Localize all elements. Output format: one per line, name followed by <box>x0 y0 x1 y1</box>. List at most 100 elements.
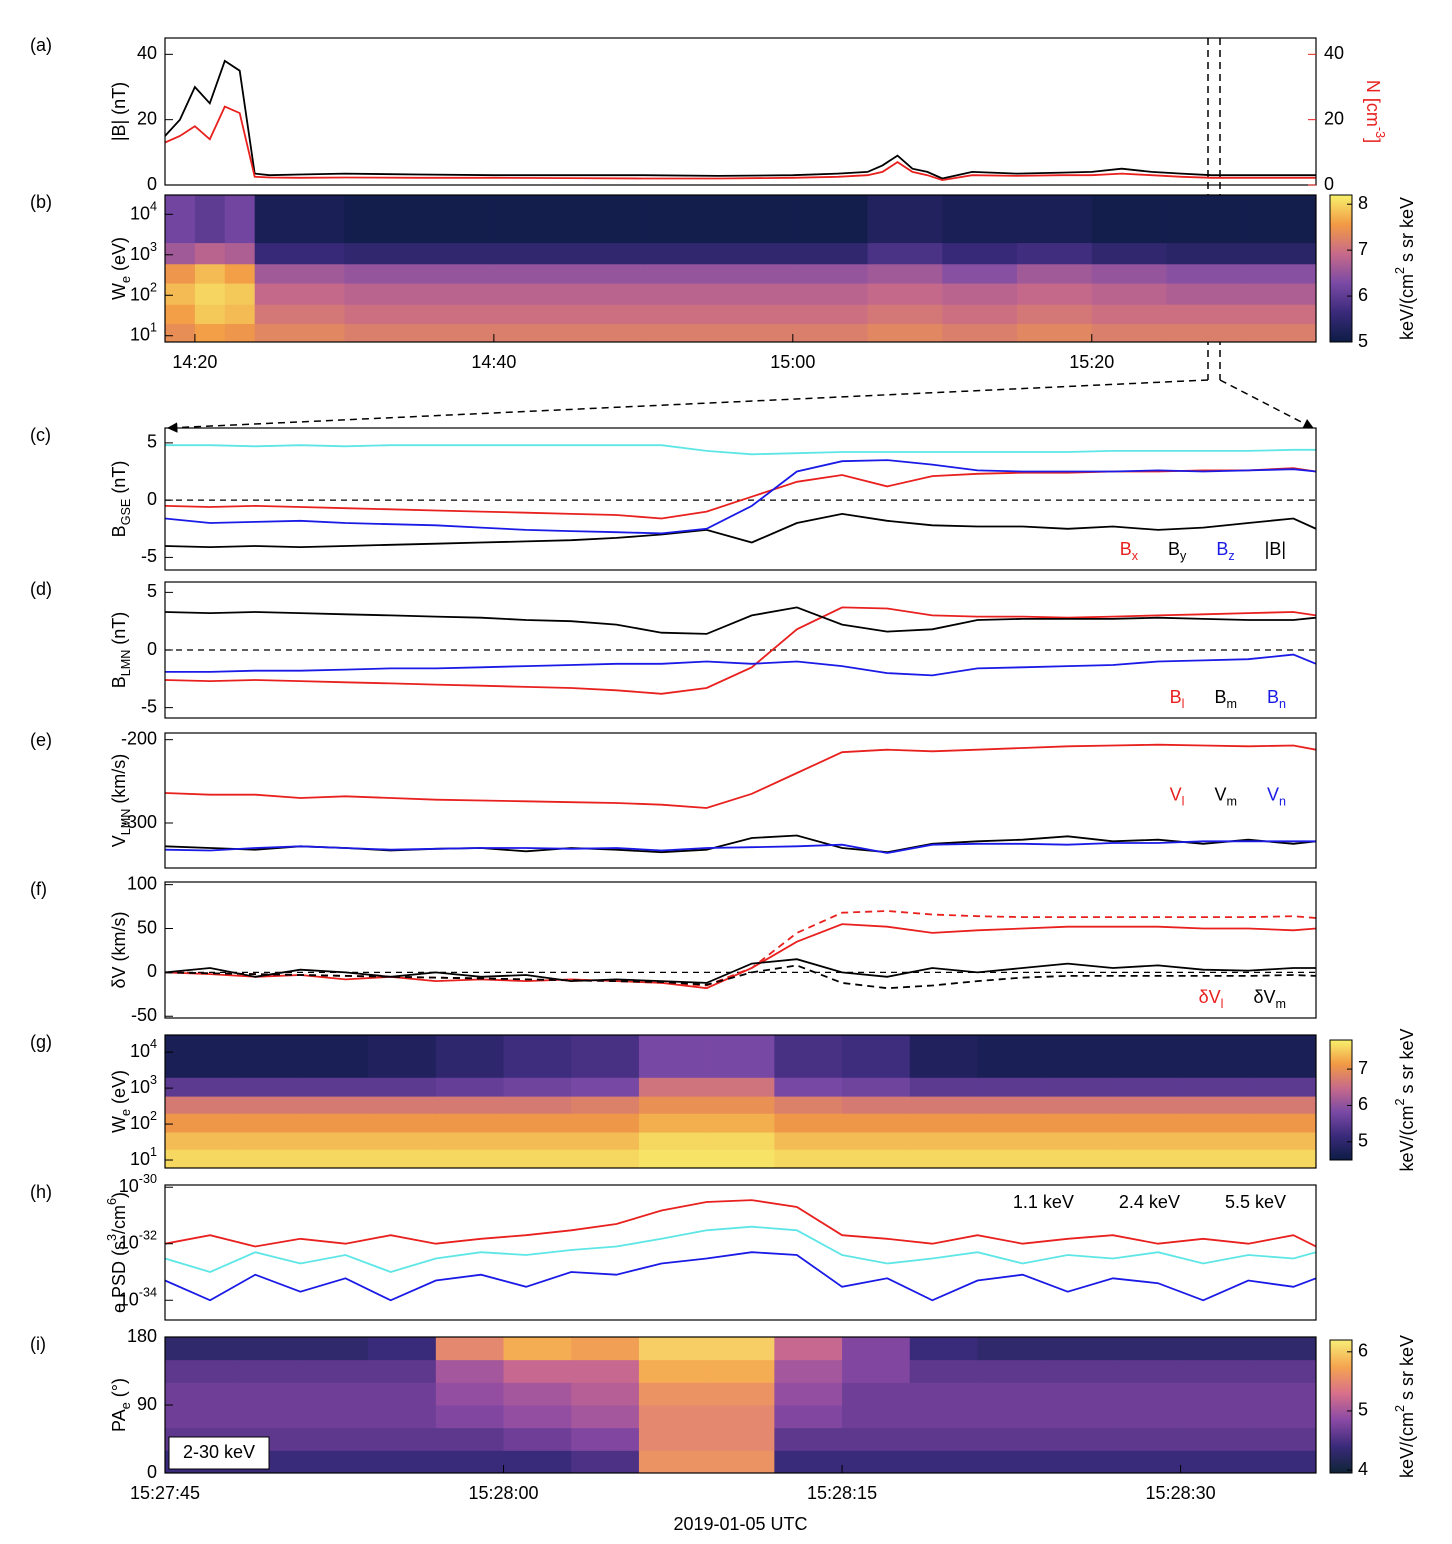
colorbar-tick-label: 5 <box>1358 331 1368 351</box>
heatmap-cell <box>224 323 256 342</box>
heatmap-cell <box>254 304 345 325</box>
heatmap-cell <box>368 1035 437 1078</box>
heatmap-cell <box>224 263 256 284</box>
legend-entry-part: m <box>1276 997 1287 1011</box>
series-line <box>165 606 1316 695</box>
y-tick-label-part: 3 <box>150 1073 157 1087</box>
panel-label: (f) <box>30 879 47 899</box>
legend-entry: By <box>1168 539 1187 564</box>
heatmap-cell <box>300 1149 369 1168</box>
y-tick-label: 104 <box>130 200 157 223</box>
heatmap-cell <box>165 1382 234 1406</box>
heatmap-cell <box>909 1149 978 1168</box>
heatmap-cell <box>706 1149 775 1168</box>
y-tick-label-part: 1 <box>150 321 157 335</box>
heatmap-cell <box>1112 1359 1182 1383</box>
heatmap-cell <box>1248 1450 1316 1473</box>
heatmap-cell <box>909 1427 978 1451</box>
heatmap-cell <box>1241 283 1316 305</box>
y-tick-label-part: -30 <box>139 1173 157 1187</box>
y-tick-label: 5 <box>147 432 157 452</box>
heatmap-cell <box>1112 1337 1182 1361</box>
heatmap-cell <box>792 283 869 305</box>
heatmap-cell <box>300 1132 369 1150</box>
y-tick-label: 102 <box>130 1109 157 1132</box>
heatmap-cell <box>706 1382 775 1406</box>
y-tick-label: 20 <box>137 108 157 128</box>
legend-entry: Bn <box>1267 687 1286 712</box>
colorbar-tick-label: 6 <box>1358 285 1368 305</box>
y-tick-label-part: 10 <box>130 1113 150 1133</box>
series-line <box>165 512 1316 549</box>
heatmap-cell <box>643 195 794 244</box>
heatmap-cell <box>1180 1405 1249 1429</box>
legend-entry: Bm <box>1214 687 1237 712</box>
heatmap-cell <box>1241 242 1316 265</box>
axes-frame <box>164 732 1317 869</box>
series-line <box>165 459 1316 535</box>
heatmap-cell <box>1248 1113 1316 1133</box>
y-axis-label-part: (nT) <box>109 461 129 499</box>
heatmap-cell <box>344 323 495 342</box>
heatmap-cell <box>1045 1405 1114 1429</box>
y-tick-label-part: 4 <box>150 200 157 214</box>
heatmap-cell <box>638 1132 708 1150</box>
heatmap-cell <box>842 1149 911 1168</box>
heatmap-cell <box>1091 195 1168 244</box>
y-axis-label-part: 6 <box>105 1198 119 1205</box>
heatmap-cell <box>493 323 644 342</box>
heatmap-cell <box>1180 1450 1249 1473</box>
colorbar-tick-label: 6 <box>1358 1341 1368 1361</box>
plot-area <box>165 606 1316 695</box>
legend-entry-part: V <box>1170 784 1182 804</box>
y-tick-label: 103 <box>130 240 157 263</box>
y-axis-label: PAe (°) <box>109 1378 134 1432</box>
y-tick-label-part: 10 <box>130 284 150 304</box>
series-line <box>165 1199 1316 1248</box>
y-axis-label: δV (km/s) <box>109 911 129 988</box>
panel-label: (e) <box>30 730 52 750</box>
heatmap-cell <box>1112 1405 1182 1429</box>
colorbar-label-part: 2 <box>1393 1405 1407 1412</box>
heatmap-cell <box>792 304 869 325</box>
heatmap-cell <box>1045 1096 1114 1114</box>
heatmap-cell <box>643 323 794 342</box>
plot-area <box>165 910 1316 990</box>
heatmap-cell <box>1180 1035 1249 1078</box>
heatmap-cell <box>493 263 644 284</box>
heatmap-cell <box>1241 323 1316 342</box>
panel-label: (c) <box>30 425 51 445</box>
legend-entry-part: B <box>1267 687 1279 707</box>
heatmap-cell <box>842 1359 911 1383</box>
heatmap-cell <box>344 242 495 265</box>
heatmap-cell <box>638 1450 708 1473</box>
heatmap-cell <box>435 1427 505 1451</box>
plot-area <box>165 59 1316 182</box>
heatmap-cell <box>842 1405 911 1429</box>
y-tick-label: 103 <box>130 1073 157 1096</box>
heatmap-cell <box>165 1096 234 1114</box>
heatmap-cell <box>1045 1427 1114 1451</box>
heatmap-cell <box>842 1096 911 1114</box>
heatmap-cell <box>300 1359 369 1383</box>
heatmap-cell <box>977 1405 1046 1429</box>
heatmap-cell <box>1180 1149 1249 1168</box>
axes-frame <box>164 427 1317 571</box>
axes-frame <box>164 37 1317 186</box>
y-tick-label-part: 10 <box>130 1041 150 1061</box>
legend-entry-part: l <box>1182 697 1185 711</box>
heatmap-cell <box>867 304 943 325</box>
heatmap-cell <box>706 1113 775 1133</box>
y-axis-label-part: e <box>119 276 133 283</box>
heatmap-cell <box>300 1405 369 1429</box>
legend-entry: Bz <box>1216 539 1234 564</box>
heatmap-cell <box>368 1337 437 1361</box>
y-axis-label-part: 3 <box>105 1234 119 1241</box>
heatmap-cell <box>368 1427 437 1451</box>
heatmap-cell <box>1180 1427 1249 1451</box>
colorbar-tick-label: 5 <box>1358 1131 1368 1151</box>
heatmap-cell <box>232 1113 301 1133</box>
y-axis-label-part: (°) <box>109 1378 129 1402</box>
heatmap-cell <box>638 1359 708 1383</box>
annotation-box <box>168 1436 270 1470</box>
